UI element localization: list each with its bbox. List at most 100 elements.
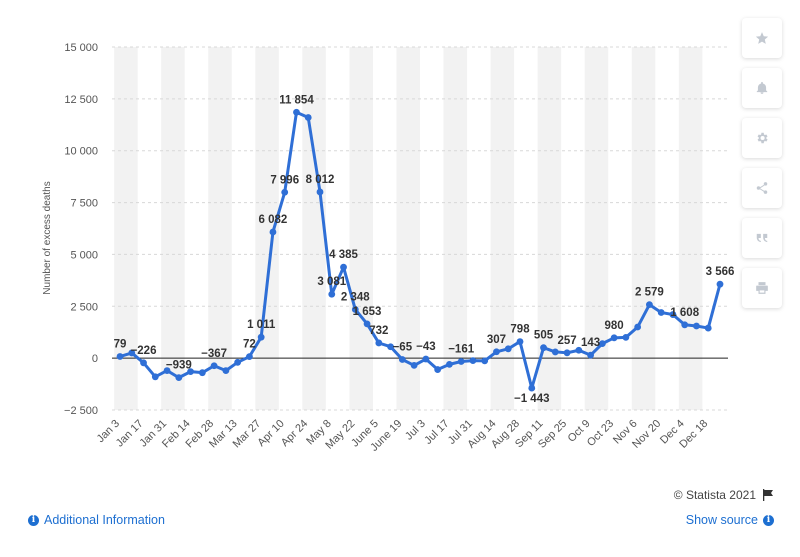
- data-point[interactable]: [328, 290, 336, 298]
- info-icon: i: [28, 514, 39, 526]
- data-point[interactable]: [551, 348, 559, 356]
- y-tick-label: 7 500: [70, 198, 98, 210]
- data-point[interactable]: [422, 355, 430, 363]
- data-point[interactable]: [175, 374, 183, 382]
- data-point[interactable]: [540, 344, 547, 352]
- data-point[interactable]: [704, 324, 712, 332]
- copyright: © Statista 2021: [674, 488, 774, 502]
- x-band: [631, 47, 656, 410]
- data-point[interactable]: [246, 353, 253, 361]
- data-point[interactable]: [446, 360, 453, 368]
- data-point[interactable]: [587, 351, 594, 359]
- y-tick-label: 0: [92, 353, 98, 365]
- data-point[interactable]: [351, 306, 359, 313]
- data-point[interactable]: [163, 367, 171, 374]
- x-band: [349, 47, 373, 410]
- data-label: 72: [243, 339, 256, 351]
- x-band: [114, 47, 138, 410]
- data-point[interactable]: [222, 367, 230, 374]
- additional-information-label: Additional Information: [44, 513, 165, 527]
- star-icon[interactable]: [742, 18, 782, 58]
- x-band: [208, 47, 232, 410]
- data-label: 4 385: [329, 249, 358, 261]
- x-tick-label: Oct 23: [585, 418, 616, 449]
- data-point[interactable]: [563, 349, 571, 357]
- y-tick-label: 10 000: [64, 146, 98, 158]
- data-point[interactable]: [681, 321, 689, 329]
- data-point[interactable]: [434, 366, 442, 373]
- data-point[interactable]: [257, 333, 265, 341]
- data-point[interactable]: [116, 353, 124, 360]
- data-point[interactable]: [598, 340, 606, 348]
- flag-icon[interactable]: [762, 489, 774, 501]
- x-band: [443, 47, 468, 410]
- data-label: 1 608: [670, 307, 699, 319]
- data-point[interactable]: [657, 309, 665, 316]
- data-point[interactable]: [575, 346, 583, 354]
- data-point[interactable]: [316, 188, 324, 196]
- data-point[interactable]: [669, 311, 677, 318]
- data-point[interactable]: [469, 357, 477, 365]
- data-point[interactable]: [693, 322, 700, 330]
- data-point[interactable]: [281, 188, 289, 196]
- data-point[interactable]: [375, 339, 383, 347]
- data-point[interactable]: [128, 349, 136, 357]
- data-point[interactable]: [340, 263, 347, 271]
- data-point[interactable]: [493, 348, 500, 356]
- data-points: [116, 108, 724, 392]
- data-label: −161: [448, 343, 475, 355]
- quote-icon[interactable]: [742, 218, 782, 258]
- data-label: −226: [131, 345, 157, 357]
- data-point[interactable]: [646, 301, 653, 309]
- data-point[interactable]: [387, 343, 394, 351]
- data-point[interactable]: [481, 357, 489, 365]
- data-point[interactable]: [622, 334, 630, 341]
- data-point[interactable]: [363, 320, 371, 328]
- x-band: [396, 47, 420, 410]
- data-point[interactable]: [140, 359, 147, 367]
- data-point[interactable]: [198, 369, 206, 377]
- gear-icon[interactable]: [742, 118, 782, 158]
- data-point[interactable]: [304, 114, 312, 121]
- copyright-text: © Statista 2021: [673, 488, 756, 502]
- show-source-link[interactable]: Show source i: [686, 513, 774, 527]
- data-point[interactable]: [504, 345, 512, 353]
- data-point[interactable]: [151, 373, 159, 381]
- data-point[interactable]: [410, 362, 418, 369]
- print-icon[interactable]: [742, 268, 782, 308]
- data-point[interactable]: [210, 362, 218, 370]
- data-point[interactable]: [634, 323, 642, 331]
- data-label: −65: [393, 341, 413, 353]
- data-labels: 79 −226 −939 −367 72 1 011 6 082 7 996 11 854 8 0…: [114, 94, 735, 405]
- data-point[interactable]: [234, 358, 242, 366]
- x-band: [678, 47, 703, 410]
- data-label: 307: [487, 334, 506, 346]
- data-point[interactable]: [516, 338, 524, 345]
- data-point[interactable]: [528, 384, 536, 392]
- bell-icon[interactable]: [742, 68, 782, 108]
- data-label: 8 012: [306, 174, 335, 186]
- data-label: 980: [605, 320, 624, 332]
- data-point[interactable]: [716, 280, 724, 288]
- data-point[interactable]: [187, 368, 194, 376]
- x-band: [584, 47, 609, 410]
- data-label: 3 566: [706, 266, 735, 278]
- data-point[interactable]: [457, 358, 465, 365]
- data-point[interactable]: [610, 334, 618, 342]
- data-point[interactable]: [293, 108, 300, 116]
- data-point[interactable]: [398, 356, 406, 363]
- data-label: −43: [416, 341, 436, 353]
- x-band: [537, 47, 562, 410]
- data-label: 79: [114, 339, 127, 351]
- line-chart: Number of excess deaths −2 500 0 2 500 5 00…: [42, 42, 735, 454]
- data-point[interactable]: [269, 228, 277, 236]
- share-icon[interactable]: [742, 168, 782, 208]
- additional-information-link[interactable]: i Additional Information: [28, 513, 165, 527]
- y-axis-title: Number of excess deaths: [42, 181, 53, 294]
- data-label: −367: [201, 348, 227, 360]
- data-label: −939: [166, 360, 192, 372]
- series-path: [119, 110, 722, 390]
- data-label: 2 579: [635, 287, 664, 299]
- data-label: 1 653: [353, 306, 382, 318]
